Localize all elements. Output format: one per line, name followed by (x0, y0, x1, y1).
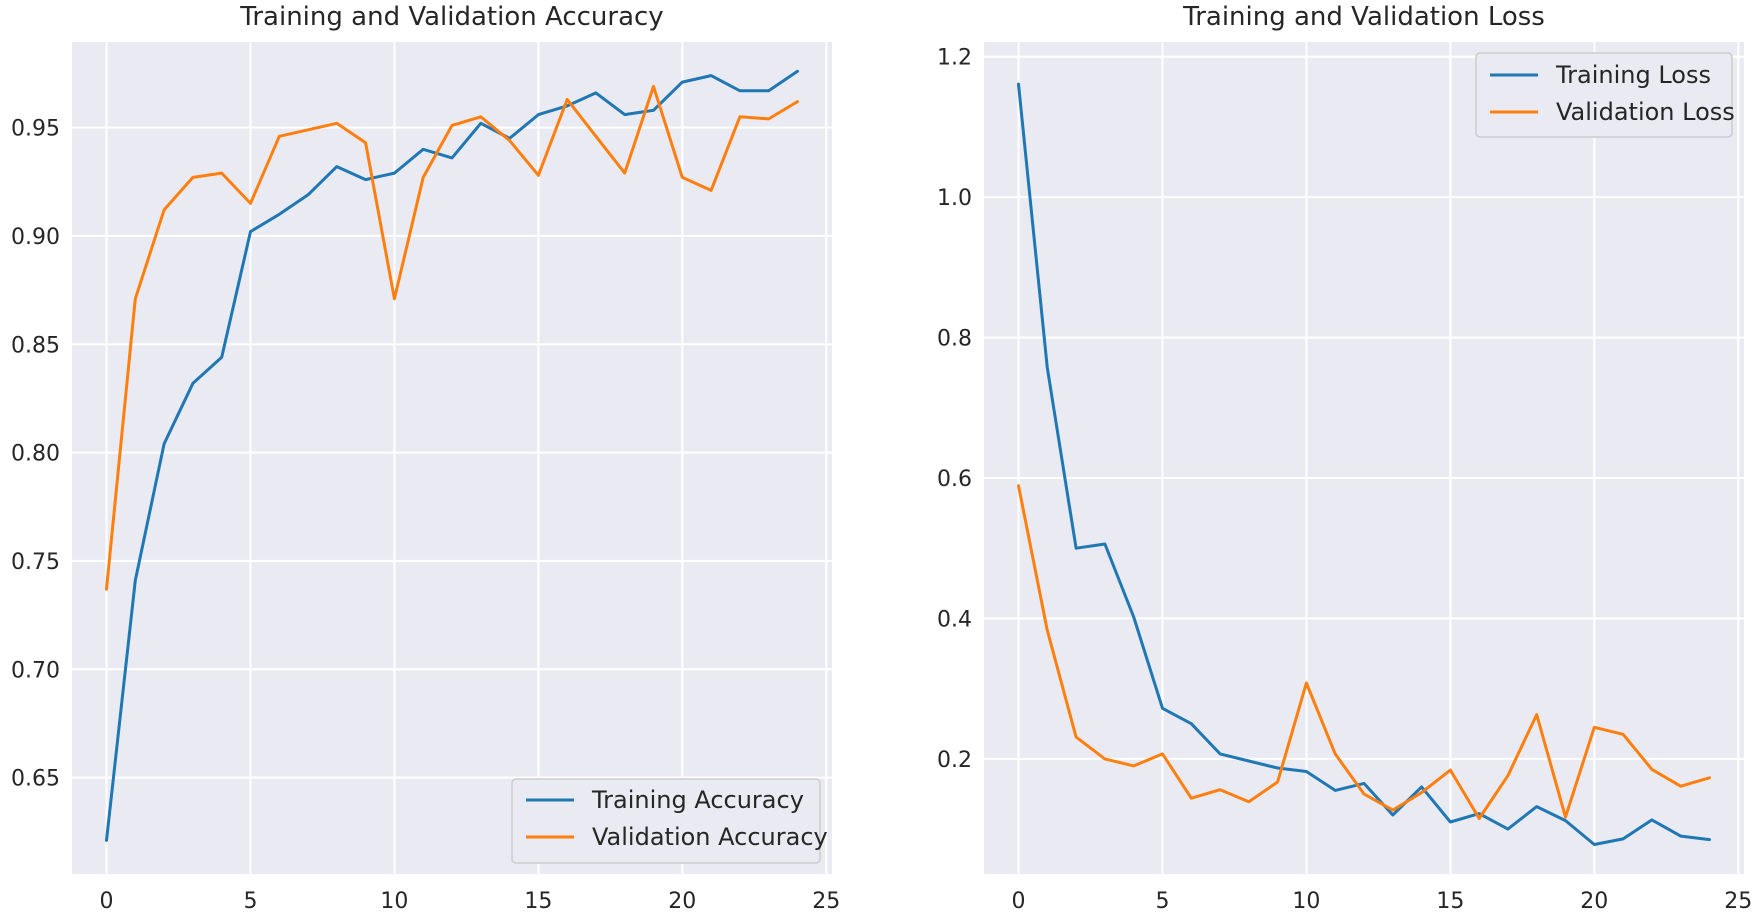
loss-chart-title: Training and Validation Loss (1182, 2, 1545, 32)
accuracy-ytick-label: 0.65 (11, 767, 60, 792)
loss-xtick-label: 10 (1292, 889, 1320, 914)
accuracy-plot-area (72, 42, 832, 874)
accuracy-ytick-label: 0.80 (11, 442, 60, 467)
series-line-training-loss (1017, 82, 1711, 846)
accuracy-ytick-label: 0.85 (11, 333, 60, 358)
loss-plot-area (984, 42, 1744, 874)
accuracy-ytick-label: 0.90 (11, 225, 60, 250)
series-line-validation-loss (1017, 484, 1711, 820)
accuracy-xtick-label: 15 (524, 889, 552, 914)
legend-label-training-accuracy: Training Accuracy (591, 786, 804, 814)
loss-series (1017, 82, 1711, 846)
accuracy-xtick-label: 5 (243, 889, 257, 914)
loss-ytick-label: 0.8 (937, 327, 972, 352)
legend-label-training-loss: Training Loss (1555, 61, 1711, 89)
loss-xtick-label: 15 (1436, 889, 1464, 914)
loss-legend: Training Loss Validation Loss (1475, 52, 1735, 138)
accuracy-ytick-label: 0.70 (11, 658, 60, 683)
accuracy-xtick-label: 25 (812, 889, 840, 914)
accuracy-series (105, 69, 799, 842)
loss-xtick-label: 20 (1580, 889, 1608, 914)
accuracy-ytick-label: 0.75 (11, 550, 60, 575)
series-line-validation-accuracy (105, 84, 799, 591)
legend-label-validation-accuracy: Validation Accuracy (592, 823, 828, 851)
accuracy-xtick-label: 20 (668, 889, 696, 914)
series-line-training-accuracy (105, 69, 799, 842)
loss-chart: Training and Validation Loss 0 5 10 15 20 250… (937, 2, 1752, 914)
loss-legend-box (1475, 52, 1733, 138)
loss-ytick-label: 1.0 (937, 186, 972, 211)
loss-ytick-label: 0.6 (937, 467, 972, 492)
accuracy-xtick-label: 0 (100, 889, 114, 914)
loss-tick-labels: 0 5 10 15 20 25 0.2 0.4 0.6 0.8 1.0 1.2 (937, 46, 1752, 914)
legend-label-validation-loss: Validation Loss (1556, 98, 1735, 126)
accuracy-legend-box (511, 778, 821, 864)
loss-ytick-label: 0.4 (937, 607, 972, 632)
loss-xtick-label: 25 (1724, 889, 1752, 914)
loss-xtick-label: 5 (1155, 889, 1169, 914)
accuracy-chart: Training and Validation Accuracy 0 5 10 15 2… (11, 2, 840, 914)
loss-ytick-label: 0.2 (937, 748, 972, 773)
loss-ytick-label: 1.2 (937, 46, 972, 71)
accuracy-tick-labels: 0 5 10 15 20 25 0.65 0.70 0.75 0.80 0.85 0.90 0.95 (11, 117, 840, 914)
accuracy-legend: Training Accuracy Validation Accuracy (511, 778, 828, 864)
accuracy-chart-title: Training and Validation Accuracy (239, 2, 663, 32)
loss-xtick-label: 0 (1012, 889, 1026, 914)
accuracy-ytick-label: 0.95 (11, 117, 60, 142)
accuracy-xtick-label: 10 (380, 889, 408, 914)
